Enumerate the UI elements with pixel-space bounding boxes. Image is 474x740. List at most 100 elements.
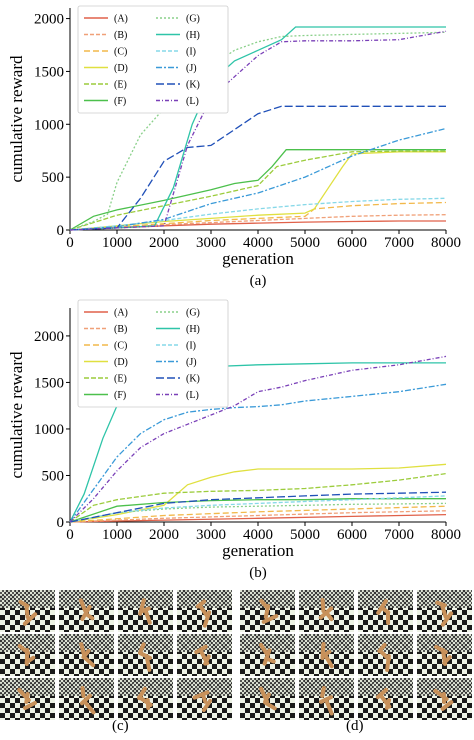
chartb-legend-label: (I) <box>186 341 196 352</box>
chartb-series-line-b <box>69 510 447 523</box>
simulation-thumbnail <box>177 590 232 632</box>
chartb-legend-label: (L) <box>186 390 199 401</box>
chartb-y-tick-label: 0 <box>57 515 65 531</box>
simulation-thumbnails: (c) (d) <box>0 590 474 740</box>
thumbnail-horizon <box>240 590 295 608</box>
chartb-x-tick-label: 2000 <box>149 527 179 543</box>
charta-x-tick-label: 8000 <box>431 235 461 251</box>
charta-x-tick-label: 2000 <box>149 235 179 251</box>
charta-legend-label: (C) <box>114 47 127 58</box>
thumbnail-horizon <box>177 678 232 696</box>
simulation-thumbnail <box>118 590 173 632</box>
chartb-x-tick-label: 5000 <box>290 527 320 543</box>
chartb-series-line-e <box>69 472 447 523</box>
chartb-x-tick-label: 0 <box>66 527 74 543</box>
panel-label-d: (d) <box>346 718 364 734</box>
chartb-series-line-a <box>69 513 447 523</box>
chartb-series-line-j <box>69 383 447 523</box>
charta-legend-label: (K) <box>186 80 200 91</box>
thumbnail-horizon <box>299 678 354 696</box>
charta-y-tick-label: 2000 <box>34 12 64 28</box>
chartb-series-line-g <box>69 502 447 523</box>
thumbnail-horizon <box>417 634 472 652</box>
thumbnail-horizon <box>59 634 114 652</box>
chartb-y-label: cumulative reward <box>7 351 26 478</box>
thumbnail-horizon <box>177 634 232 652</box>
simulation-thumbnail <box>358 590 413 632</box>
simulation-thumbnail <box>177 634 232 676</box>
thumbnail-horizon <box>59 678 114 696</box>
thumbnail-horizon <box>0 590 55 608</box>
thumbnail-horizon <box>240 678 295 696</box>
charta-legend-label: (H) <box>186 30 200 41</box>
charta-x-label: generation <box>222 249 294 268</box>
simulation-thumbnail <box>299 678 354 720</box>
simulation-thumbnail <box>299 634 354 676</box>
simulation-thumbnail <box>118 634 173 676</box>
thumbnail-horizon <box>358 678 413 696</box>
charta-x-tick-label: 5000 <box>290 235 320 251</box>
charta-legend <box>77 5 229 114</box>
chartb-legend-label: (F) <box>114 390 126 401</box>
chartb-x-tick-label: 3000 <box>196 527 226 543</box>
charta-legend-label: (A) <box>114 14 128 25</box>
charta-legend-label: (D) <box>114 63 128 74</box>
thumbnail-horizon <box>417 678 472 696</box>
thumbnail-horizon <box>0 634 55 652</box>
chartb-x-tick-label: 6000 <box>337 527 367 543</box>
chartb-x-tick-label: 8000 <box>431 527 461 543</box>
simulation-thumbnail <box>299 590 354 632</box>
charta-x-tick-label: 0 <box>66 235 74 251</box>
chartb-legend-label: (K) <box>186 374 200 385</box>
simulation-thumbnail <box>59 590 114 632</box>
simulation-thumbnail <box>358 634 413 676</box>
thumbnail-horizon <box>0 678 55 696</box>
simulation-thumbnail <box>417 590 472 632</box>
charta-series-line-l <box>69 30 447 231</box>
chartb-legend-label: (D) <box>114 357 128 368</box>
thumbnail-horizon <box>59 590 114 608</box>
chartb-series-line-i <box>69 495 447 523</box>
chart-a: 0 1000 2000 3000 4000 5000 6000 7000 8000 0 500 100… <box>0 0 474 290</box>
simulation-thumbnail <box>417 678 472 720</box>
simulation-thumbnail <box>417 634 472 676</box>
charta-series-line-d <box>69 151 446 231</box>
simulation-thumbnail <box>177 678 232 720</box>
simulation-thumbnail <box>358 678 413 720</box>
simulation-thumbnail <box>0 590 55 632</box>
charta-x-tick-label: 3000 <box>196 235 226 251</box>
chartb-legend-label: (E) <box>114 374 127 385</box>
simulation-thumbnail <box>0 634 55 676</box>
simulation-thumbnail <box>240 678 295 720</box>
chartb-legend <box>77 299 229 408</box>
charta-y-label: cumulative reward <box>7 55 26 182</box>
charta-x-tick-label: 1000 <box>102 235 132 251</box>
charta-y-tick-label: 500 <box>42 170 65 186</box>
chartb-y-tick-label: 1500 <box>34 375 64 391</box>
chart-b: 0 1000 2000 3000 4000 5000 6000 7000 8000 0 500 100… <box>0 296 474 588</box>
charta-legend-label: (J) <box>186 63 197 74</box>
robot-limb <box>323 654 335 669</box>
chartb-legend-label: (G) <box>186 308 200 319</box>
chartb-y-tick-label: 2000 <box>34 329 64 345</box>
robot-limb <box>82 654 96 669</box>
charta-legend-label: (G) <box>186 14 200 25</box>
thumbnail-horizon <box>417 590 472 608</box>
chart-b-svg: 0 1000 2000 3000 4000 5000 6000 7000 8000 0 500 100… <box>7 299 461 581</box>
charta-y-tick-label: 0 <box>57 223 65 239</box>
chartb-x-tick-label: 7000 <box>384 527 414 543</box>
simulation-thumbnail <box>240 634 295 676</box>
charta-series-line-j <box>69 127 447 231</box>
robot-limb <box>143 609 153 626</box>
chartb-legend-label: (B) <box>114 324 127 335</box>
charta-legend-label: (F) <box>114 96 126 107</box>
simulation-thumbnail <box>59 678 114 720</box>
chartb-legend-label: (H) <box>186 324 200 335</box>
simulation-thumbnail <box>0 678 55 720</box>
charta-y-tick-label: 1500 <box>34 64 64 80</box>
robot-limb <box>81 698 97 716</box>
chartb-x-tick-label: 4000 <box>243 527 273 543</box>
thumbnail-horizon <box>299 590 354 608</box>
chartb-legend-label: (C) <box>114 341 127 352</box>
charta-legend-label: (I) <box>186 47 196 58</box>
